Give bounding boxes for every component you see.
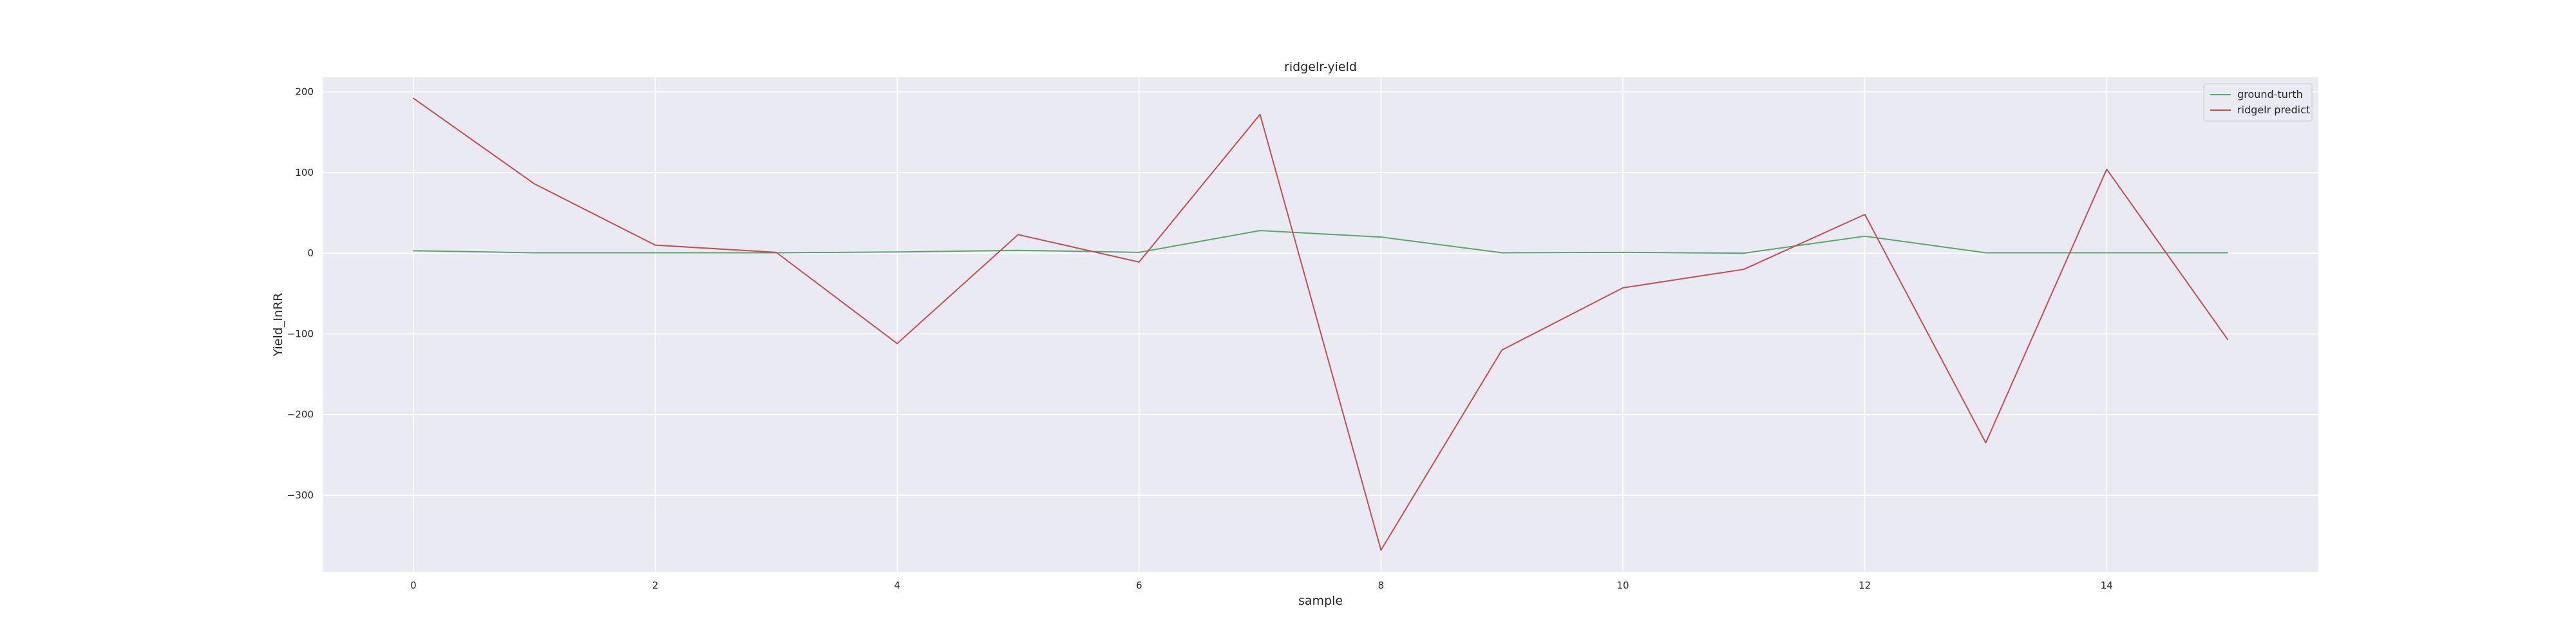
legend-label-1: ridgelr predict: [2237, 104, 2310, 116]
y-axis-title: Yield_InRR: [271, 293, 285, 357]
y-tick-label: −300: [287, 489, 314, 501]
y-tick-label: 200: [295, 86, 314, 98]
series-lines: [412, 97, 2229, 551]
y-tick-label: 100: [295, 167, 314, 178]
x-tick-label: 6: [1136, 580, 1142, 591]
x-tick-label: 4: [894, 580, 900, 591]
x-tick-label: 8: [1378, 580, 1385, 591]
legend-box: [2203, 83, 2313, 122]
y-tick-label: 0: [307, 247, 314, 259]
chart-title: ridgelr-yield: [1284, 60, 1357, 74]
x-tick-label: 14: [2101, 580, 2113, 591]
plot-background: [323, 77, 2318, 572]
x-tick-label: 12: [1859, 580, 1871, 591]
x-tick-label: 2: [652, 580, 659, 591]
legend-label-0: ground-turth: [2237, 88, 2303, 100]
series-line-0: [412, 230, 2229, 254]
y-tick-labels: −300 −200 −100 0 100 200: [287, 86, 314, 501]
x-tick-labels: 0 2 4 6 8 10 12 14: [410, 580, 2113, 591]
series-line-1: [412, 97, 2229, 551]
x-tick-label: 10: [1616, 580, 1629, 591]
x-axis-title: sample: [1298, 594, 1343, 608]
x-tick-label: 0: [410, 580, 417, 591]
y-tick-label: −200: [287, 409, 314, 421]
y-tick-label: −100: [287, 328, 314, 339]
legend: ground-turth ridgelr predict: [2203, 83, 2313, 122]
